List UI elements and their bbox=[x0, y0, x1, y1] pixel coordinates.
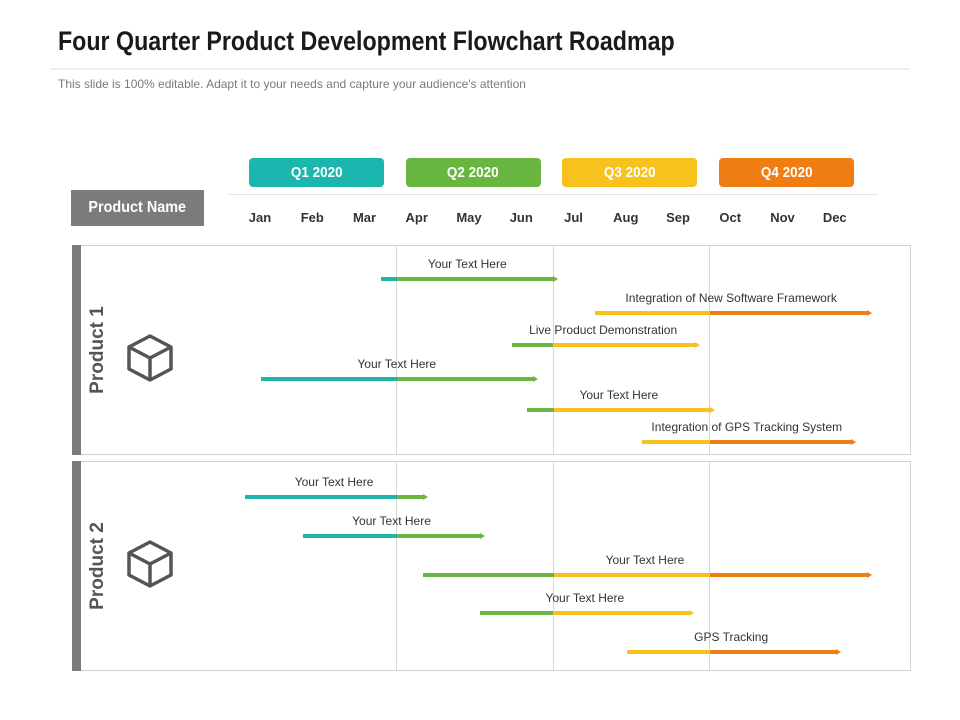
task-bar-arrowhead bbox=[689, 610, 695, 616]
month-label: May bbox=[456, 210, 482, 225]
month-label: Dec bbox=[822, 210, 847, 225]
quarter-label: Q2 2020 bbox=[447, 164, 500, 181]
task-bar bbox=[302, 533, 486, 539]
task-label: Your Text Here bbox=[545, 591, 625, 605]
product-2-side-bar bbox=[72, 461, 81, 671]
month-label: Jun bbox=[509, 210, 533, 225]
quarter-label: Q4 2020 bbox=[760, 164, 813, 181]
cube-icon bbox=[127, 540, 173, 588]
task-bar bbox=[511, 342, 700, 348]
task-bar-segment bbox=[553, 573, 711, 577]
task-bar-segment bbox=[553, 408, 711, 412]
title-divider bbox=[50, 68, 910, 70]
task-bar-arrowhead bbox=[480, 533, 486, 539]
month-label: Aug bbox=[613, 210, 639, 225]
task-bar-segment bbox=[245, 495, 397, 499]
quarter-pill-q3: Q3 2020 bbox=[562, 158, 698, 187]
task-bar bbox=[422, 572, 872, 578]
task-bar-segment bbox=[710, 573, 867, 577]
task-bar bbox=[381, 276, 559, 282]
task-bar-segment bbox=[396, 377, 533, 381]
quarter-gridline bbox=[553, 462, 554, 670]
task-bar-segment bbox=[381, 277, 397, 281]
product-name-label: Product Name bbox=[88, 199, 187, 216]
task-bar-segment bbox=[396, 277, 554, 281]
task-bar-segment bbox=[480, 611, 554, 615]
month-label: Jan bbox=[248, 210, 272, 225]
task-label: Your Text Here bbox=[605, 553, 685, 567]
product-2-panel bbox=[80, 461, 911, 671]
task-bar-arrowhead bbox=[532, 376, 538, 382]
header-divider bbox=[228, 194, 878, 195]
task-bar-arrowhead bbox=[710, 407, 716, 413]
month-label: Apr bbox=[405, 210, 428, 225]
task-bar bbox=[480, 610, 695, 616]
task-bar-segment bbox=[710, 311, 867, 315]
quarter-gridline bbox=[553, 246, 554, 454]
task-label: Your Text Here bbox=[357, 357, 437, 371]
task-label: Your Text Here bbox=[427, 257, 507, 271]
slide-title: Four Quarter Product Development Flowcha… bbox=[58, 26, 675, 56]
task-bar-segment bbox=[260, 377, 397, 381]
task-label: GPS Tracking bbox=[694, 630, 769, 644]
task-bar-arrowhead bbox=[851, 439, 857, 445]
task-bar-arrowhead bbox=[422, 494, 428, 500]
task-bar bbox=[642, 439, 857, 445]
task-bar bbox=[626, 649, 841, 655]
quarter-pill-q4: Q4 2020 bbox=[719, 158, 855, 187]
task-bar-segment bbox=[422, 573, 554, 577]
product-1-label: Product 1 bbox=[87, 306, 108, 394]
month-label: Sep bbox=[666, 210, 690, 225]
task-bar-arrowhead bbox=[867, 572, 872, 578]
cube-icon bbox=[127, 334, 173, 382]
quarter-label: Q3 2020 bbox=[603, 164, 656, 181]
task-bar-segment bbox=[710, 650, 836, 654]
task-bar-segment bbox=[642, 440, 711, 444]
task-bar-segment bbox=[511, 343, 554, 347]
quarter-gridline bbox=[709, 246, 710, 454]
task-bar-segment bbox=[527, 408, 554, 412]
task-bar bbox=[527, 407, 716, 413]
task-label: Integration of GPS Tracking System bbox=[651, 420, 843, 434]
quarter-gridline bbox=[396, 462, 397, 670]
task-bar-arrowhead bbox=[866, 310, 872, 316]
task-bar-segment bbox=[553, 343, 695, 347]
task-label: Live Product Demonstration bbox=[529, 323, 678, 337]
quarter-pill-q2: Q2 2020 bbox=[405, 158, 541, 187]
month-label: Mar bbox=[352, 210, 377, 225]
product-name-header: Product Name bbox=[71, 190, 204, 226]
task-bar-arrowhead bbox=[553, 276, 559, 282]
quarter-pill-q1: Q1 2020 bbox=[248, 158, 384, 187]
task-bar-segment bbox=[396, 495, 423, 499]
task-bar-arrowhead bbox=[835, 649, 841, 655]
task-label: Your Text Here bbox=[352, 514, 431, 528]
task-bar bbox=[260, 376, 538, 382]
quarter-label: Q1 2020 bbox=[290, 164, 343, 181]
month-label: Nov bbox=[770, 210, 795, 225]
month-label: Oct bbox=[719, 210, 742, 225]
quarter-gridline bbox=[709, 462, 710, 670]
task-label: Your Text Here bbox=[579, 388, 659, 402]
quarter-gridline bbox=[396, 246, 397, 454]
task-bar-segment bbox=[710, 440, 852, 444]
product-2-label: Product 2 bbox=[87, 522, 108, 610]
task-bar-segment bbox=[626, 650, 711, 654]
task-bar bbox=[245, 494, 428, 500]
task-bar bbox=[595, 310, 872, 316]
task-bar-segment bbox=[396, 534, 481, 538]
slide-subtitle: This slide is 100% editable. Adapt it to… bbox=[58, 77, 526, 91]
month-label: Feb bbox=[300, 210, 324, 225]
product-1-side-bar bbox=[72, 245, 81, 455]
task-label: Your Text Here bbox=[294, 475, 374, 489]
task-bar-segment bbox=[302, 534, 397, 538]
task-bar-arrowhead bbox=[694, 342, 700, 348]
task-bar-segment bbox=[553, 611, 690, 615]
month-label: Jul bbox=[564, 210, 583, 225]
task-label: Integration of New Software Framework bbox=[625, 291, 837, 305]
task-bar-segment bbox=[595, 311, 711, 315]
